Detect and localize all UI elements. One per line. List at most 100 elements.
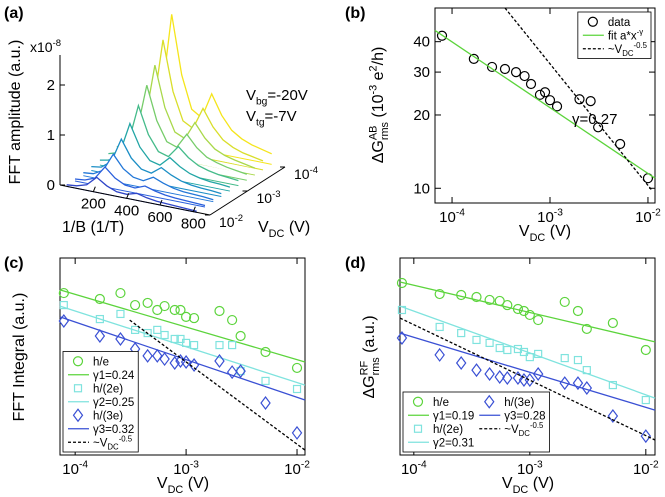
circle-marker [519, 70, 530, 82]
text-part: 10 [257, 190, 273, 206]
y-tick-label: 40 [413, 34, 430, 51]
axis-multiplier: x10-8 [30, 38, 61, 55]
z-tick-label: 10-3 [257, 189, 281, 206]
sup: -4 [310, 165, 319, 176]
panel-label: (a) [4, 5, 24, 22]
sup: -3 [534, 460, 543, 471]
fit-line [59, 289, 306, 363]
circle-marker [130, 299, 141, 311]
x-tick-label: 10-3 [537, 208, 563, 226]
text-part: e [370, 71, 387, 84]
circle-marker [169, 304, 180, 316]
square-marker [215, 340, 224, 350]
diamond-marker [152, 348, 163, 363]
panel-label: (c) [4, 255, 24, 272]
legend-label: ~VDC-0.5 [608, 41, 648, 58]
fit-line [434, 29, 656, 179]
circle-marker [436, 30, 448, 41]
sup: -γ [637, 27, 644, 36]
text-part: ~V [93, 437, 108, 449]
circle-marker [534, 89, 546, 100]
diamond-marker [291, 425, 303, 440]
legend-label: ~VDC-0.5 [93, 434, 133, 451]
panel-label: (d) [345, 255, 365, 272]
text-part: =-20V [267, 87, 307, 104]
sup: -3 [367, 85, 379, 95]
legend-marker [73, 384, 83, 393]
square-marker [641, 395, 650, 405]
text-part: (V) [528, 475, 554, 492]
x-tick-label: 10-4 [62, 460, 88, 478]
diamond-marker [524, 372, 536, 387]
fit-line [59, 305, 306, 386]
square-marker [472, 335, 481, 345]
text-part: V [246, 87, 256, 104]
text-part: /h) [370, 47, 387, 66]
legend-marker [413, 424, 423, 433]
diamond-marker [471, 363, 482, 378]
text-part: 10 [635, 209, 652, 226]
square-marker [261, 376, 270, 386]
legend-label: γ3=0.28 [504, 410, 545, 422]
text-part: 10 [294, 166, 310, 182]
sub: DC [269, 228, 285, 240]
legend-marker [72, 356, 84, 367]
square-marker [503, 345, 512, 355]
legend-marker [587, 16, 598, 27]
sup: -3 [272, 189, 280, 200]
text-part: (a.u.) [361, 315, 378, 357]
circle-marker [188, 312, 200, 324]
diamond-marker [226, 365, 238, 380]
text-part: 10 [284, 461, 301, 478]
square-marker [495, 343, 504, 353]
text-part: V [258, 219, 269, 236]
text-part: V [519, 223, 530, 240]
y-tick-label: 20 [413, 107, 430, 124]
y-axis-label: ΔGRFrms (a.u.) [358, 315, 382, 398]
circle-marker [524, 309, 535, 321]
legend-label: ~VDC-0.5 [504, 421, 544, 438]
diamond-marker [484, 367, 495, 382]
diamond-marker [214, 354, 225, 369]
fit-line [399, 281, 656, 343]
x-axis [59, 184, 211, 216]
circle-marker [235, 330, 246, 342]
sup: -0.5 [530, 421, 544, 430]
text-part: 10 [401, 461, 418, 478]
sup: -4 [79, 460, 88, 471]
x-tick-label: 400 [114, 202, 139, 219]
diamond-marker [235, 364, 246, 379]
spectrum-curve [66, 176, 197, 212]
spectrum-curve [74, 166, 206, 207]
square-marker [457, 328, 466, 338]
circle-marker [544, 95, 556, 106]
sup: -3 [554, 208, 563, 219]
circle-marker [58, 287, 69, 299]
sup: -2 [301, 460, 310, 471]
circle-marker [484, 294, 495, 306]
square-marker [236, 366, 245, 376]
text-part: fit a*x [608, 30, 637, 42]
x-tick-label: 600 [147, 209, 172, 226]
fit-line [504, 7, 653, 191]
sup: 2 [367, 65, 379, 71]
square-marker [95, 314, 104, 324]
diamond-marker [512, 370, 524, 385]
circle-marker [539, 87, 551, 98]
annotation: Vtg=-7V [246, 108, 297, 129]
y-tick-label: 10 [413, 180, 430, 197]
z-tick-label: 10-2 [219, 213, 243, 230]
text-part: 10 [219, 214, 235, 230]
sub: rms [370, 357, 382, 376]
sup: -2 [235, 213, 243, 224]
sup: -3 [190, 460, 199, 471]
text-part: x10 [30, 39, 53, 55]
x-tick-label: 200 [81, 196, 106, 213]
sub: tg [256, 118, 265, 129]
legend-label: data [608, 17, 631, 29]
plot-frame [59, 257, 306, 456]
annotation: Vbg=-20V [246, 87, 308, 108]
diamond-marker [581, 381, 593, 396]
text-part: ΔG [370, 140, 387, 163]
y-tick-label: 2 [47, 77, 55, 94]
